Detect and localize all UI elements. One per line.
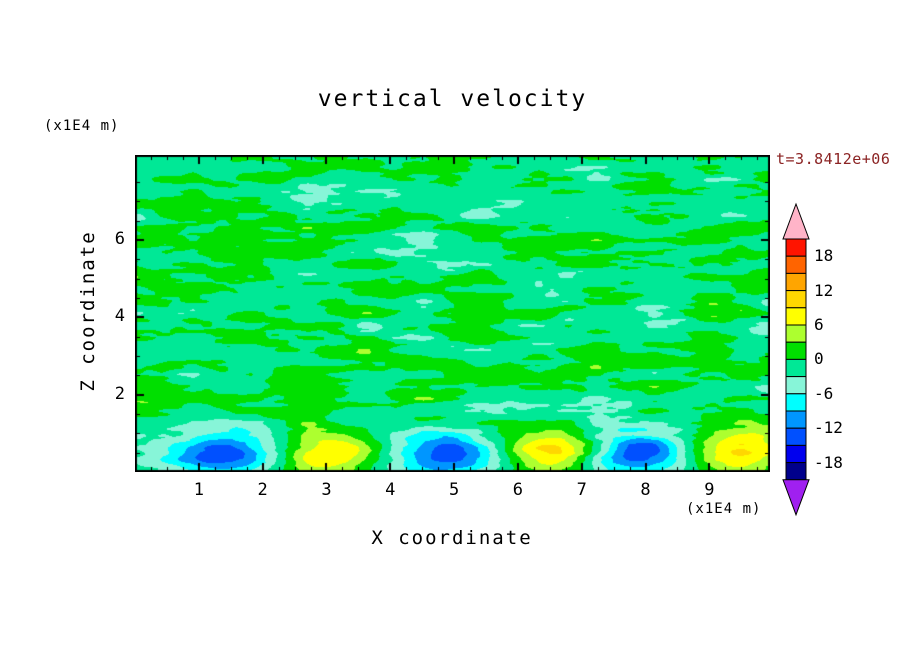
x-tick-label: 1 <box>193 480 204 500</box>
colorbar-segment <box>785 393 807 412</box>
x-axis-title: X coordinate <box>371 527 533 549</box>
colorbar-tick-label: 18 <box>814 246 834 266</box>
colorbar-segment <box>785 238 807 257</box>
z-axis-title: Z coordinate <box>77 230 99 392</box>
z-tick-label: 2 <box>114 383 125 404</box>
z-tick-label: 4 <box>114 306 125 327</box>
x-tick-label: 2 <box>257 480 268 500</box>
colorbar-segment <box>785 358 807 378</box>
colorbar-segment <box>785 307 807 326</box>
x-tick-label: 3 <box>321 480 332 500</box>
time-stamp-label: t=3.8412e+06 <box>776 150 891 168</box>
chart-title: vertical velocity <box>317 86 588 112</box>
x-tick-label: 7 <box>576 480 587 500</box>
colorbar-segment <box>785 272 807 292</box>
colorbar-segment <box>785 376 807 395</box>
colorbar-tick-label: -12 <box>814 418 843 438</box>
z-axis-unit-label: (x1E4 m) <box>44 118 120 134</box>
x-tick-label: 9 <box>704 480 715 500</box>
colorbar-segment <box>785 410 807 429</box>
colorbar-segment <box>785 341 807 360</box>
colorbar-segment <box>785 444 807 464</box>
z-tick-label: 6 <box>114 229 125 250</box>
x-tick-label: 6 <box>512 480 524 500</box>
colorbar-tick-label: 0 <box>814 349 824 369</box>
colorbar-tick-label: -18 <box>814 452 843 472</box>
colorbar-segment <box>785 462 807 481</box>
x-tick-label: 5 <box>448 480 460 500</box>
x-tick-label: 4 <box>385 480 396 500</box>
x-tick-label: 8 <box>640 480 651 500</box>
colorbar-over-arrow <box>782 202 810 240</box>
vertical-velocity-contour-field <box>135 155 770 472</box>
colorbar-segment <box>785 427 807 446</box>
colorbar-under-arrow <box>782 479 810 517</box>
colorbar-segment <box>785 290 807 309</box>
colorbar-tick-label: -6 <box>814 383 834 403</box>
colorbar <box>782 202 810 517</box>
colorbar-tick-label: 6 <box>814 315 824 334</box>
colorbar-segment <box>785 255 807 274</box>
colorbar-tick-label: 12 <box>814 280 834 300</box>
colorbar-segment <box>785 324 807 343</box>
x-axis-unit-label: (x1E4 m) <box>686 501 762 517</box>
